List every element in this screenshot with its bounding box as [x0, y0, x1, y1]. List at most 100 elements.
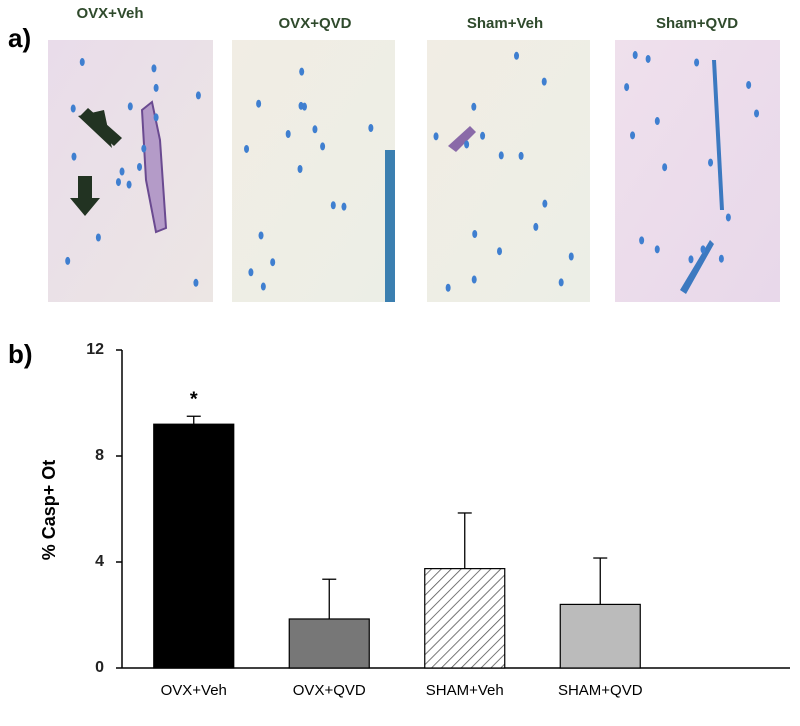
cell-nucleus — [472, 229, 478, 238]
cell-nucleus — [746, 80, 752, 89]
cell-nucleus — [533, 222, 539, 231]
cell-nucleus — [248, 268, 254, 277]
micrograph — [232, 40, 395, 302]
cell-nucleus — [662, 163, 668, 172]
cell-nucleus — [542, 199, 548, 208]
cell-nucleus — [639, 236, 645, 245]
cell-nucleus — [558, 278, 564, 287]
cell-nucleus — [79, 58, 85, 67]
cell-nucleus — [195, 91, 201, 100]
cell-nucleus — [645, 54, 651, 63]
cell-nucleus — [518, 151, 524, 160]
y-axis-title: % Casp+ Ot — [39, 460, 59, 561]
bar — [424, 568, 506, 669]
error-bar — [457, 512, 472, 569]
cell-nucleus — [688, 255, 694, 264]
cell-nucleus — [136, 162, 142, 171]
micrograph — [427, 40, 590, 302]
bar — [288, 618, 370, 669]
bar — [153, 423, 235, 669]
cell-nucleus — [127, 102, 133, 111]
cell-nucleus — [754, 109, 760, 118]
cell-nucleus — [498, 151, 504, 160]
cell-nucleus — [368, 123, 374, 132]
cell-nucleus — [480, 131, 486, 140]
cell-nucleus — [433, 132, 439, 141]
cell-nucleus — [65, 256, 71, 265]
cell-nucleus — [341, 202, 347, 211]
cell-nucleus — [471, 275, 477, 284]
cell-nucleus — [718, 254, 724, 263]
significance-label: * — [190, 389, 198, 411]
cell-nucleus — [514, 51, 520, 60]
cell-nucleus — [151, 64, 157, 73]
y-tick-label: 4 — [95, 553, 104, 570]
cell-nucleus — [297, 164, 303, 173]
cell-nucleus — [320, 142, 326, 151]
y-tick-label: 12 — [86, 341, 104, 358]
cell-nucleus — [497, 247, 503, 256]
error-bar — [322, 578, 337, 619]
cell-nucleus — [153, 83, 159, 92]
image-title: Sham+Veh — [467, 15, 543, 32]
cell-nucleus — [541, 77, 547, 86]
arrow — [78, 108, 122, 148]
cell-nucleus — [654, 117, 660, 126]
nuclei — [65, 51, 760, 292]
cell-nucleus — [299, 67, 305, 76]
image-title: Sham+QVD — [656, 15, 738, 32]
panel-label: b) — [8, 339, 33, 369]
image-title: OVX+QVD — [279, 15, 352, 32]
cell-nucleus — [193, 278, 199, 287]
cell-nucleus — [445, 283, 451, 292]
cell-nucleus — [71, 152, 77, 161]
bar-chart: % Casp+ Ot 0 4 8 12 OVX+Veh * OVX+QVD SHAM+Veh S… — [39, 341, 790, 699]
cell-nucleus — [270, 258, 276, 267]
micrograph — [615, 40, 780, 302]
cell-nucleus — [126, 180, 132, 189]
cell-nucleus — [471, 102, 477, 111]
micrograph-image — [427, 40, 590, 302]
cell-nucleus — [330, 201, 336, 210]
bar — [559, 603, 641, 669]
cell-nucleus — [301, 102, 307, 111]
cell-nucleus — [708, 158, 714, 167]
cell-nucleus — [725, 213, 731, 222]
cell-nucleus — [700, 245, 706, 254]
panel-label: a) — [8, 23, 31, 53]
x-tick-label: OVX+QVD — [293, 682, 366, 699]
cell-nucleus — [95, 233, 101, 242]
cell-nucleus — [153, 113, 159, 122]
y-tick-label: 0 — [95, 659, 104, 676]
cell-nucleus — [115, 178, 121, 187]
cell-nucleus — [694, 58, 700, 67]
cell-nucleus — [464, 140, 470, 149]
vessel — [140, 100, 168, 234]
cell-nucleus — [624, 83, 630, 92]
x-tick-label: SHAM+Veh — [426, 682, 504, 699]
micrograph — [48, 40, 213, 302]
micrograph-image — [48, 40, 213, 302]
error-bar — [186, 415, 201, 425]
cell-nucleus — [141, 144, 147, 153]
cell-nucleus — [244, 144, 250, 153]
image-title: OVX+Veh — [76, 5, 143, 22]
cell-nucleus — [70, 104, 76, 113]
cell-nucleus — [654, 245, 660, 254]
cell-nucleus — [312, 125, 318, 134]
micrograph-image — [232, 40, 395, 302]
vessel — [448, 126, 476, 152]
edge-stain — [385, 150, 395, 302]
cell-nucleus — [260, 282, 266, 291]
cell-nucleus — [285, 130, 291, 139]
cell-nucleus — [568, 252, 574, 261]
cell-nucleus — [258, 231, 264, 240]
x-tick-label: SHAM+QVD — [558, 682, 643, 699]
cell-nucleus — [256, 99, 262, 108]
micrograph-image — [615, 40, 780, 302]
cell-nucleus — [630, 131, 636, 140]
arrow — [70, 176, 100, 216]
cell-nucleus — [119, 167, 125, 176]
